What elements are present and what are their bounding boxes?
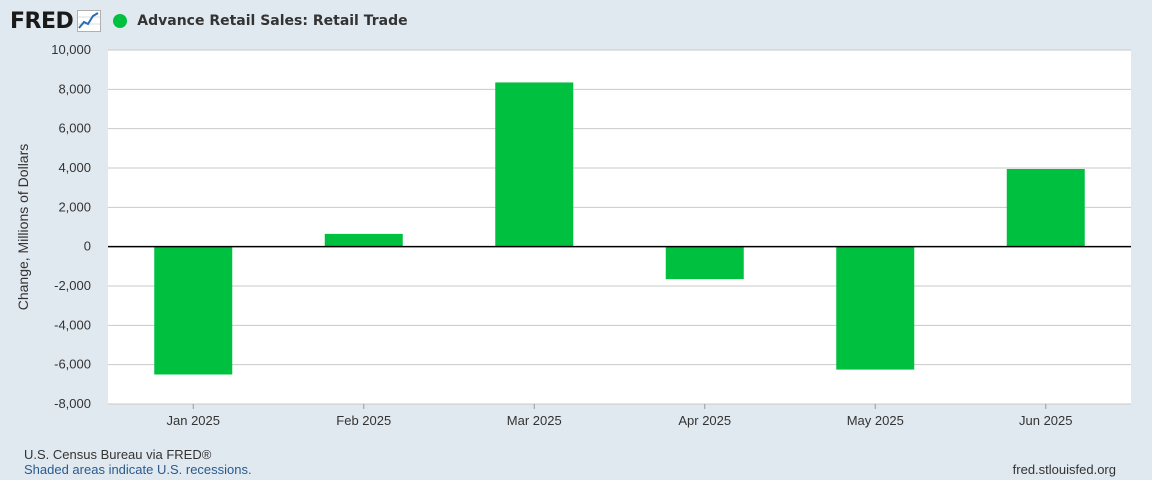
x-tick-labels: Jan 2025 Feb 2025 Mar 2025 Apr 2025 May 2025… <box>167 404 1073 428</box>
y-tick-label: 10,000 <box>51 42 91 57</box>
x-tick-label: Feb 2025 <box>336 413 391 428</box>
x-tick-label: Jun 2025 <box>1019 413 1073 428</box>
y-tick-label: 2,000 <box>58 199 91 214</box>
graph-icon <box>77 10 102 32</box>
y-tick-label: -2,000 <box>54 278 91 293</box>
recession-note[interactable]: Shaded areas indicate U.S. recessions. <box>24 462 252 477</box>
y-axis-label: Change, Millions of Dollars <box>15 144 31 311</box>
legend-marker <box>113 14 128 28</box>
chart-header: FRED Advance Retail Sales: Retail Trade <box>10 6 408 36</box>
y-tick-label: 4,000 <box>58 160 91 175</box>
plot-area <box>108 50 1131 404</box>
chart-title: Advance Retail Sales: Retail Trade <box>137 13 408 29</box>
footer-left: U.S. Census Bureau via FRED® Shaded area… <box>24 447 252 477</box>
bar[interactable] <box>836 246 915 370</box>
bar[interactable] <box>495 82 574 247</box>
y-tick-label: -6,000 <box>54 357 91 372</box>
bar[interactable] <box>1006 168 1085 247</box>
source-text: U.S. Census Bureau via FRED® <box>24 447 212 462</box>
x-tick-label: Jan 2025 <box>167 413 221 428</box>
y-tick-labels: 10,000 8,000 6,000 4,000 2,000 0 -2,000 -4,000 -… <box>51 42 91 411</box>
fred-logo[interactable]: FRED <box>10 8 74 34</box>
x-tick-label: May 2025 <box>847 413 904 428</box>
x-tick-label: Mar 2025 <box>507 413 562 428</box>
bar[interactable] <box>154 246 233 375</box>
site-url[interactable]: fred.stlouisfed.org <box>1012 462 1116 477</box>
y-tick-label: -4,000 <box>54 317 91 332</box>
x-tick-label: Apr 2025 <box>678 413 731 428</box>
bar[interactable] <box>665 246 744 280</box>
bars <box>154 82 1085 375</box>
source-line: U.S. Census Bureau via FRED® <box>24 447 252 462</box>
y-tick-label: -8,000 <box>54 396 91 411</box>
bar[interactable] <box>324 233 403 247</box>
y-tick-label: 0 <box>84 239 91 254</box>
y-tick-label: 8,000 <box>58 81 91 96</box>
y-tick-label: 6,000 <box>58 121 91 136</box>
